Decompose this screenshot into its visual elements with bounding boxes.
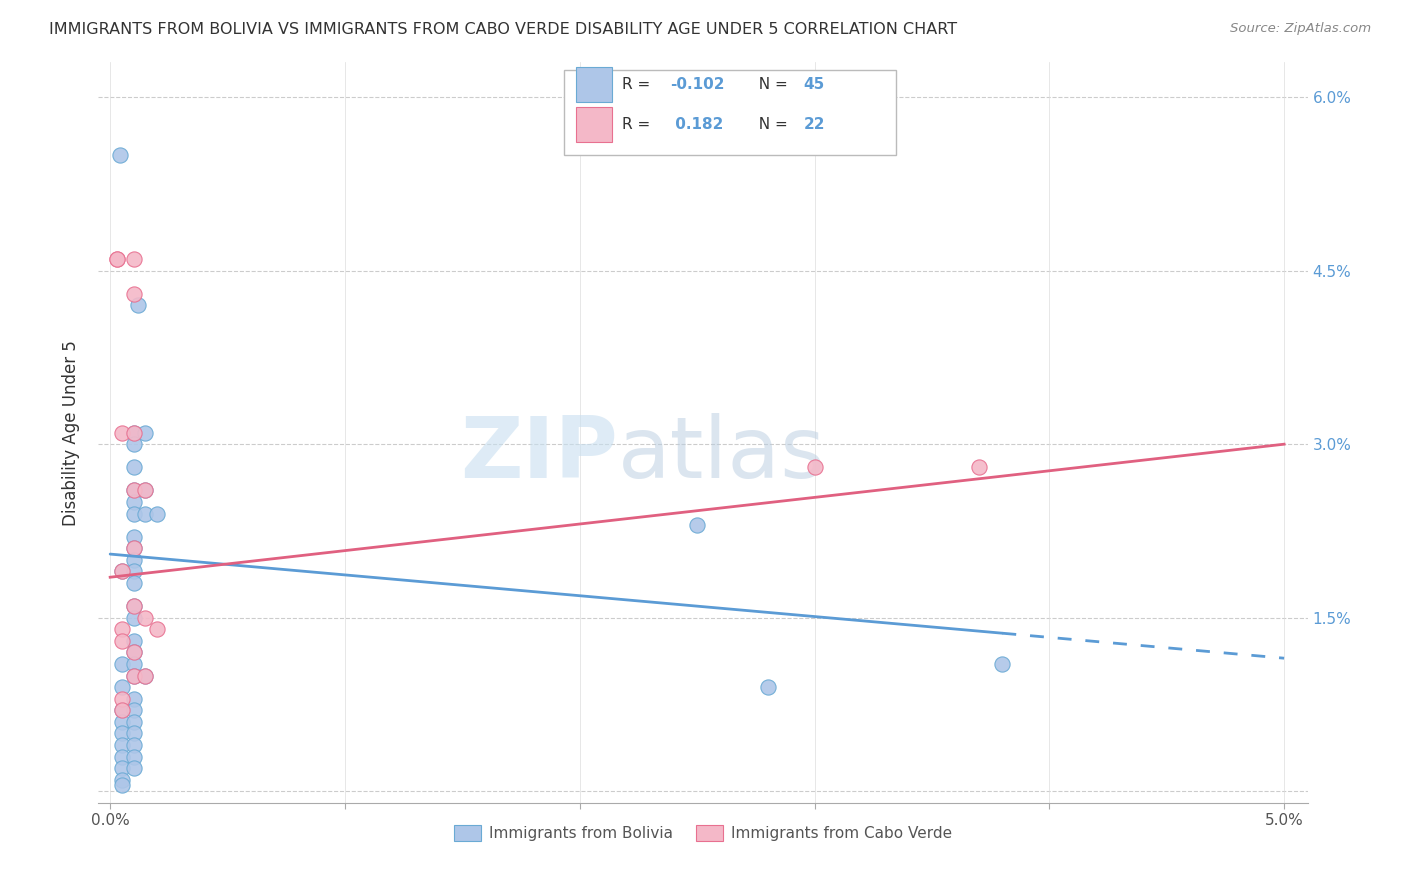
Point: [122, 252, 145, 266]
Text: N =: N =: [749, 117, 793, 132]
Point: [146, 622, 169, 636]
Point: [134, 611, 156, 625]
Point: [111, 633, 134, 648]
Point: [122, 645, 145, 659]
Text: R =: R =: [621, 77, 655, 92]
Point: [122, 541, 145, 556]
Point: [122, 668, 145, 682]
Point: [134, 668, 156, 682]
Point: [111, 749, 134, 764]
Point: [803, 460, 825, 475]
Point: [105, 252, 128, 266]
Point: [111, 726, 134, 740]
Point: [122, 495, 145, 509]
Point: [111, 772, 134, 787]
Point: [105, 252, 128, 266]
Point: [111, 779, 134, 793]
Point: [111, 425, 134, 440]
Point: [127, 298, 149, 312]
Point: [122, 691, 145, 706]
Point: [111, 565, 134, 579]
Point: [111, 703, 134, 717]
Point: [122, 437, 145, 451]
Point: [122, 483, 145, 498]
Point: [122, 645, 145, 659]
Point: [122, 286, 145, 301]
Text: N =: N =: [749, 77, 793, 92]
FancyBboxPatch shape: [576, 67, 613, 103]
Text: -0.102: -0.102: [671, 77, 725, 92]
Text: ZIP: ZIP: [461, 413, 619, 496]
Point: [146, 507, 169, 521]
Point: [122, 460, 145, 475]
Point: [111, 761, 134, 775]
Point: [122, 507, 145, 521]
Point: [122, 530, 145, 544]
Point: [122, 611, 145, 625]
Point: [122, 726, 145, 740]
Text: 45: 45: [803, 77, 824, 92]
Point: [122, 565, 145, 579]
Point: [991, 657, 1014, 671]
Point: [111, 703, 134, 717]
Point: [111, 691, 134, 706]
Point: [122, 483, 145, 498]
FancyBboxPatch shape: [576, 107, 613, 142]
Point: [111, 680, 134, 694]
Point: [134, 425, 156, 440]
Point: [686, 518, 709, 533]
Text: IMMIGRANTS FROM BOLIVIA VS IMMIGRANTS FROM CABO VERDE DISABILITY AGE UNDER 5 COR: IMMIGRANTS FROM BOLIVIA VS IMMIGRANTS FR…: [49, 22, 957, 37]
Point: [122, 738, 145, 752]
Point: [111, 738, 134, 752]
Point: [122, 576, 145, 591]
Point: [122, 703, 145, 717]
Point: [122, 425, 145, 440]
Text: Source: ZipAtlas.com: Source: ZipAtlas.com: [1230, 22, 1371, 36]
Legend: Immigrants from Bolivia, Immigrants from Cabo Verde: Immigrants from Bolivia, Immigrants from…: [447, 819, 959, 847]
Point: [122, 749, 145, 764]
Point: [122, 599, 145, 614]
Point: [122, 633, 145, 648]
Point: [122, 714, 145, 729]
Point: [122, 541, 145, 556]
Text: atlas: atlas: [619, 413, 827, 496]
Point: [122, 425, 145, 440]
Point: [134, 483, 156, 498]
Point: [122, 553, 145, 567]
Point: [111, 714, 134, 729]
Point: [108, 148, 131, 162]
Point: [134, 668, 156, 682]
Point: [122, 657, 145, 671]
Y-axis label: Disability Age Under 5: Disability Age Under 5: [62, 340, 80, 525]
Point: [111, 622, 134, 636]
Point: [122, 761, 145, 775]
Point: [134, 507, 156, 521]
Point: [134, 483, 156, 498]
FancyBboxPatch shape: [564, 70, 897, 155]
Point: [111, 565, 134, 579]
Text: 0.182: 0.182: [671, 117, 724, 132]
Point: [967, 460, 990, 475]
Text: R =: R =: [621, 117, 655, 132]
Point: [756, 680, 779, 694]
Point: [111, 657, 134, 671]
Point: [122, 668, 145, 682]
Point: [122, 599, 145, 614]
Text: 22: 22: [803, 117, 825, 132]
